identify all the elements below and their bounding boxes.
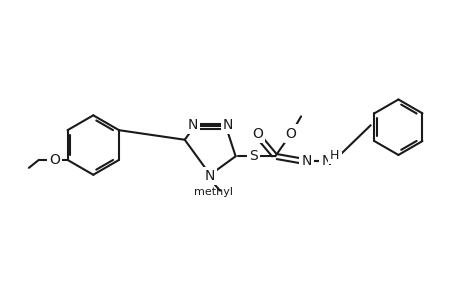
Text: N: N [205, 169, 215, 183]
Text: O: O [49, 153, 60, 167]
Text: S: S [248, 149, 257, 163]
Text: H: H [329, 149, 338, 162]
Text: N: N [301, 154, 311, 168]
Text: N: N [320, 154, 331, 168]
Text: O: O [252, 127, 262, 141]
Text: N: N [187, 118, 197, 132]
Text: H: H [330, 154, 339, 167]
Text: N: N [222, 118, 233, 132]
Text: methyl: methyl [193, 187, 232, 197]
Text: O: O [285, 127, 296, 141]
